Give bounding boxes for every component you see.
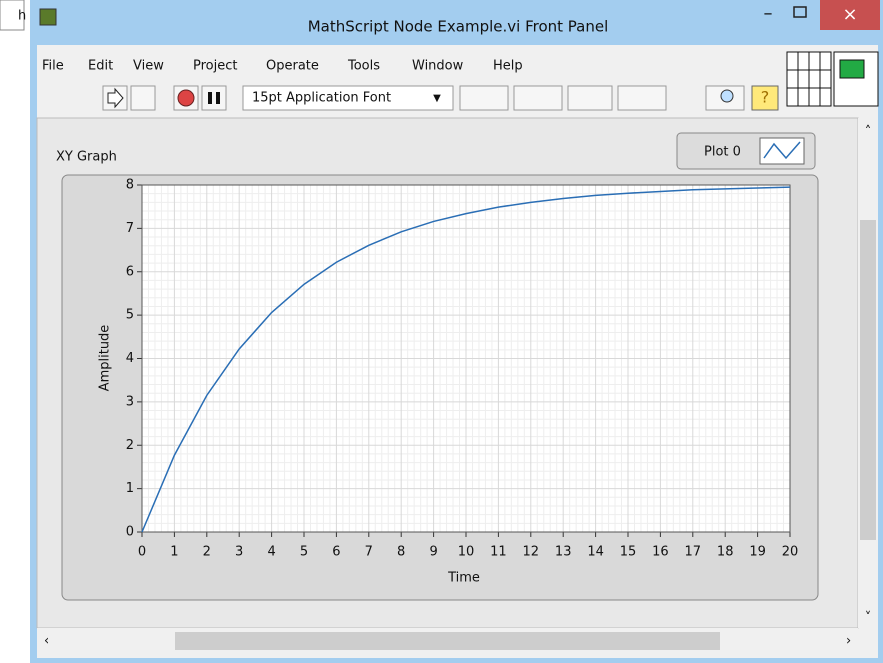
screen: h MathScript Node Example.vi Front Panel…	[0, 0, 883, 663]
menu-item[interactable]: Project	[193, 59, 237, 74]
abort-icon	[178, 90, 194, 106]
help-icon: ?	[761, 88, 770, 107]
menu-item[interactable]: Edit	[88, 59, 113, 74]
horizontal-thumb[interactable]	[175, 632, 720, 650]
scroll-down[interactable]: ˅	[865, 611, 872, 626]
menu-item[interactable]: Tools	[347, 59, 380, 74]
y-tick-label: 0	[126, 525, 134, 540]
dropdown-arrow: ▼	[433, 93, 441, 104]
x-tick-label: 6	[332, 545, 340, 560]
x-tick-label: 17	[685, 545, 702, 560]
distribute-button[interactable]	[514, 86, 562, 110]
x-tick-label: 2	[203, 545, 211, 560]
pause-bar	[208, 92, 212, 104]
align-button[interactable]	[460, 86, 508, 110]
x-tick-label: 10	[458, 545, 475, 560]
x-tick-label: 5	[300, 545, 308, 560]
x-tick-label: 12	[523, 545, 540, 560]
menu-item[interactable]: Help	[493, 59, 523, 74]
run-continuous-button[interactable]	[131, 86, 155, 110]
x-axis-title: Time	[447, 571, 480, 586]
menu-item[interactable]: Operate	[266, 59, 319, 74]
y-axis-title: Amplitude	[98, 325, 113, 392]
scroll-up[interactable]: ˄	[865, 125, 872, 140]
legend-swatch-box	[760, 138, 804, 164]
menu-item[interactable]: File	[42, 59, 64, 74]
graph-label: XY Graph	[56, 150, 117, 165]
vertical-thumb[interactable]	[860, 220, 876, 540]
x-tick-label: 3	[235, 545, 243, 560]
y-tick-label: 2	[126, 438, 134, 453]
menu-item[interactable]: Window	[412, 59, 464, 74]
vi-icon-graphic	[840, 60, 864, 78]
close-icon: ×	[842, 4, 857, 25]
resize-button[interactable]	[568, 86, 612, 110]
x-tick-label: 18	[717, 545, 734, 560]
x-tick-label: 0	[138, 545, 146, 560]
y-tick-label: 5	[126, 308, 134, 323]
x-tick-label: 14	[587, 545, 604, 560]
x-tick-label: 7	[365, 545, 373, 560]
minimize-button[interactable]: –	[764, 3, 773, 24]
scroll-left[interactable]: ‹	[44, 634, 49, 649]
page: h MathScript Node Example.vi Front Panel…	[0, 0, 883, 663]
menu-item[interactable]: View	[133, 59, 164, 74]
x-tick-label: 15	[620, 545, 637, 560]
reorder-button[interactable]	[618, 86, 666, 110]
x-tick-label: 16	[652, 545, 669, 560]
x-tick-label: 4	[267, 545, 275, 560]
x-tick-label: 9	[429, 545, 437, 560]
search-icon	[721, 90, 733, 102]
y-tick-label: 6	[126, 264, 134, 279]
background-text: h	[18, 9, 26, 24]
window-title: MathScript Node Example.vi Front Panel	[308, 18, 609, 36]
pause-bar	[216, 92, 220, 104]
pause-button[interactable]	[202, 86, 226, 110]
y-tick-label: 8	[126, 178, 134, 193]
x-tick-label: 13	[555, 545, 572, 560]
x-tick-label: 8	[397, 545, 405, 560]
app-icon	[40, 9, 56, 25]
x-tick-label: 11	[490, 545, 507, 560]
scroll-right[interactable]: ›	[846, 634, 851, 649]
legend-label: Plot 0	[704, 145, 741, 160]
y-tick-label: 4	[126, 351, 134, 366]
y-tick-label: 1	[126, 481, 134, 496]
y-tick-label: 3	[126, 394, 134, 409]
x-tick-label: 19	[749, 545, 766, 560]
x-tick-label: 1	[170, 545, 178, 560]
x-tick-label: 20	[782, 545, 799, 560]
y-tick-label: 7	[126, 221, 134, 236]
font-name: 15pt Application Font	[252, 91, 391, 106]
